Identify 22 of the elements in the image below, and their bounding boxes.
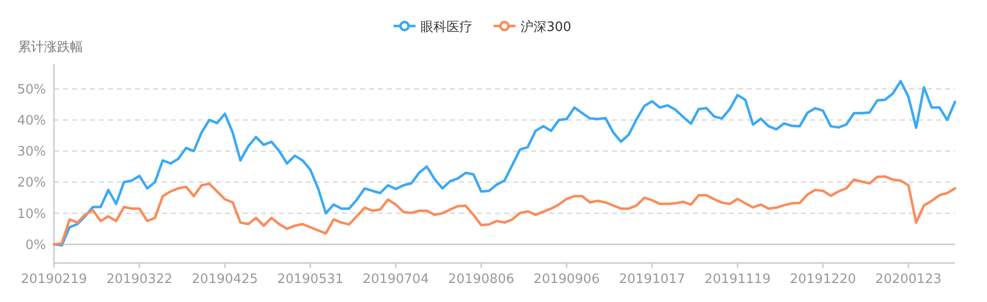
- x-tick-label: 20191017: [618, 272, 686, 287]
- y-tick-label: 10%: [17, 206, 46, 222]
- y-tick-label: 30%: [17, 144, 46, 160]
- x-tick-label: 20190806: [448, 272, 514, 287]
- x-tick-label: 20191220: [790, 272, 856, 287]
- x-tick-label: 20191119: [704, 272, 771, 287]
- legend-label: 眼科医疗: [420, 20, 472, 35]
- y-tick-label: 50%: [17, 82, 46, 98]
- y-tick-label: 40%: [17, 113, 46, 128]
- y-tick-label: 20%: [17, 176, 46, 191]
- line-series: [52, 175, 956, 246]
- x-tick-label: 20190531: [277, 272, 344, 287]
- x-tick-label: 20190322: [106, 272, 173, 287]
- y-axis-title: 累计涨跌幅: [18, 40, 83, 55]
- legend-label: 沪深300: [520, 19, 572, 35]
- x-tick-label: 20200123: [875, 272, 942, 287]
- y-tick-label: 0%: [25, 238, 46, 253]
- x-tick-label: 20190704: [362, 272, 429, 287]
- x-tick-label: 20190425: [192, 272, 258, 287]
- line-series: [52, 80, 956, 247]
- x-tick-label: 20190219: [20, 272, 88, 287]
- x-tick-label: 20190906: [534, 272, 600, 287]
